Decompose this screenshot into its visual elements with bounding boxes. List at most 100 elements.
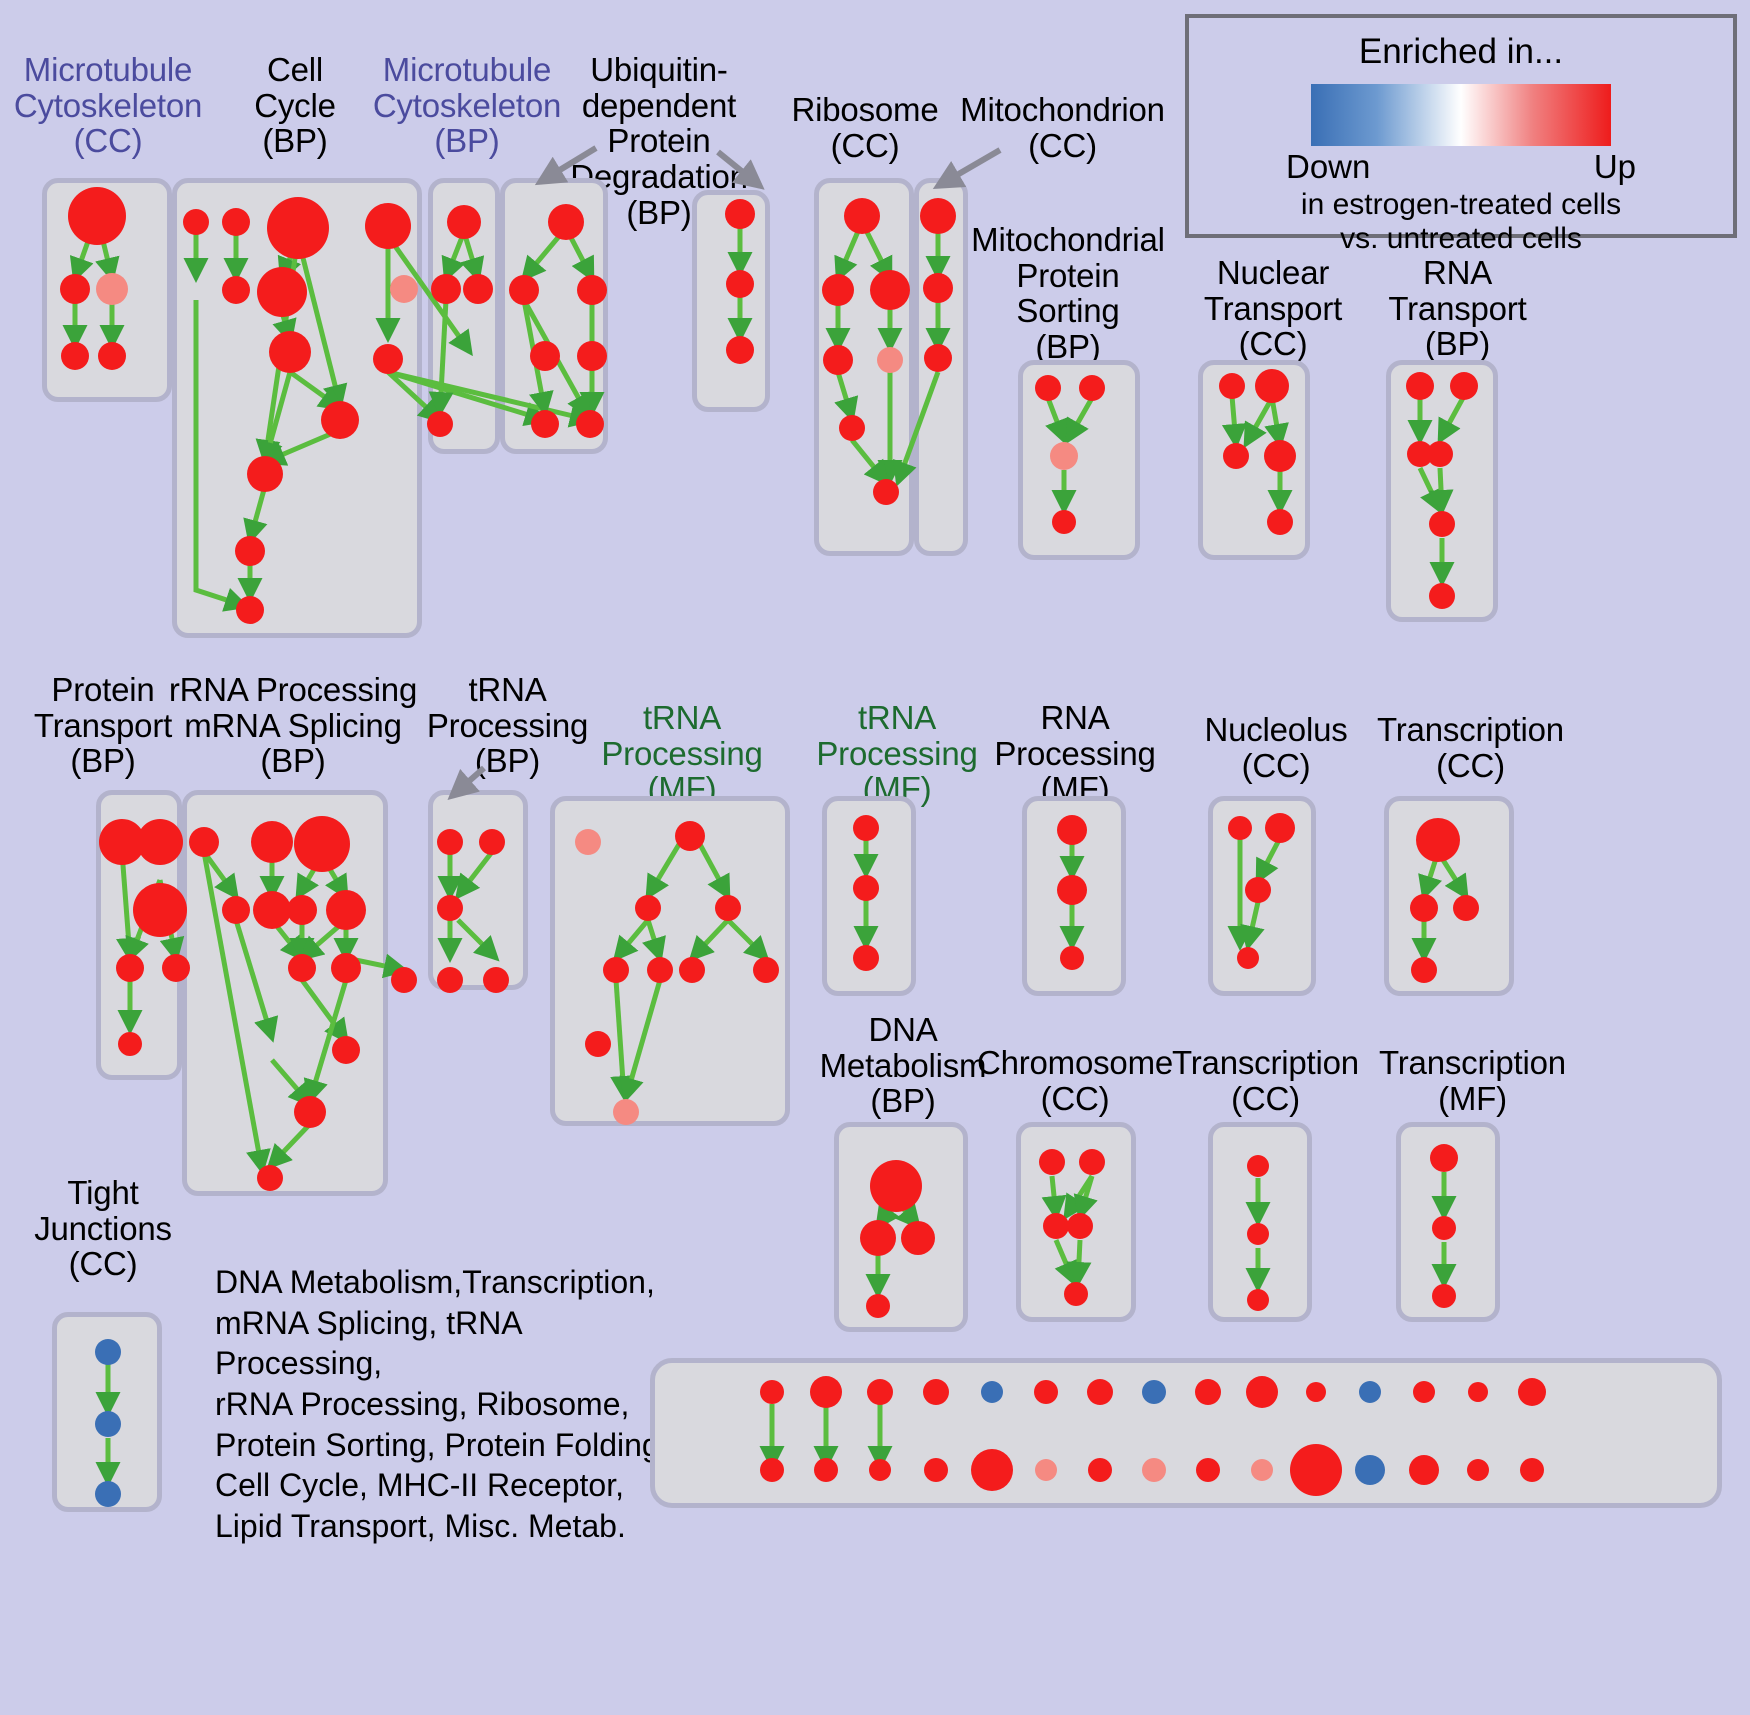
go-term-node[interactable]: [867, 1379, 893, 1405]
go-term-node[interactable]: [923, 273, 953, 303]
go-term-node[interactable]: [873, 479, 899, 505]
go-term-node[interactable]: [437, 829, 463, 855]
go-term-node[interactable]: [877, 347, 903, 373]
go-term-node[interactable]: [437, 895, 463, 921]
go-term-node[interactable]: [294, 1096, 326, 1128]
go-term-node[interactable]: [1410, 894, 1438, 922]
go-term-node[interactable]: [531, 410, 559, 438]
go-term-node[interactable]: [1453, 895, 1479, 921]
go-term-node[interactable]: [162, 954, 190, 982]
go-term-node[interactable]: [1057, 815, 1087, 845]
go-term-node[interactable]: [1450, 372, 1478, 400]
go-term-node[interactable]: [760, 1458, 784, 1482]
go-term-node[interactable]: [1195, 1379, 1221, 1405]
go-term-node[interactable]: [1359, 1381, 1381, 1403]
go-term-node[interactable]: [1079, 1149, 1105, 1175]
go-term-node[interactable]: [576, 410, 604, 438]
go-term-node[interactable]: [116, 954, 144, 982]
go-term-node[interactable]: [1416, 818, 1460, 862]
go-term-node[interactable]: [1223, 443, 1249, 469]
go-term-node[interactable]: [1406, 372, 1434, 400]
go-term-node[interactable]: [68, 187, 126, 245]
go-term-node[interactable]: [1039, 1149, 1065, 1175]
go-term-node[interactable]: [98, 342, 126, 370]
go-term-node[interactable]: [267, 197, 329, 259]
go-term-node[interactable]: [1429, 511, 1455, 537]
go-term-node[interactable]: [1245, 877, 1271, 903]
go-term-node[interactable]: [294, 816, 350, 872]
go-term-node[interactable]: [118, 1032, 142, 1056]
go-term-node[interactable]: [1432, 1284, 1456, 1308]
go-term-node[interactable]: [1142, 1458, 1166, 1482]
go-term-node[interactable]: [1518, 1378, 1546, 1406]
go-term-node[interactable]: [726, 336, 754, 364]
go-term-node[interactable]: [1246, 1376, 1278, 1408]
go-term-node[interactable]: [1267, 509, 1293, 535]
go-term-node[interactable]: [1467, 1459, 1489, 1481]
go-term-node[interactable]: [675, 821, 705, 851]
go-term-node[interactable]: [1520, 1458, 1544, 1482]
go-term-node[interactable]: [870, 1160, 922, 1212]
go-term-node[interactable]: [95, 1339, 121, 1365]
go-term-node[interactable]: [679, 957, 705, 983]
go-term-node[interactable]: [870, 270, 910, 310]
go-term-node[interactable]: [1247, 1223, 1269, 1245]
go-term-node[interactable]: [479, 829, 505, 855]
go-term-node[interactable]: [647, 957, 673, 983]
go-term-node[interactable]: [1355, 1455, 1385, 1485]
go-term-node[interactable]: [269, 331, 311, 373]
go-term-node[interactable]: [810, 1376, 842, 1408]
go-term-node[interactable]: [1060, 946, 1084, 970]
go-term-node[interactable]: [923, 1379, 949, 1405]
go-term-node[interactable]: [60, 274, 90, 304]
go-term-node[interactable]: [1468, 1382, 1488, 1402]
go-term-node[interactable]: [575, 829, 601, 855]
go-term-node[interactable]: [839, 415, 865, 441]
go-term-node[interactable]: [920, 198, 956, 234]
go-term-node[interactable]: [1251, 1459, 1273, 1481]
go-term-node[interactable]: [253, 891, 291, 929]
go-term-node[interactable]: [1430, 1144, 1458, 1172]
go-term-node[interactable]: [901, 1221, 935, 1255]
go-term-node[interactable]: [1411, 957, 1437, 983]
go-term-node[interactable]: [1050, 442, 1078, 470]
go-term-node[interactable]: [548, 204, 584, 240]
go-term-node[interactable]: [1035, 1459, 1057, 1481]
go-term-node[interactable]: [1409, 1455, 1439, 1485]
go-term-node[interactable]: [1035, 375, 1061, 401]
go-term-node[interactable]: [61, 342, 89, 370]
go-term-node[interactable]: [288, 954, 316, 982]
go-term-node[interactable]: [814, 1458, 838, 1482]
go-term-node[interactable]: [95, 1481, 121, 1507]
go-term-node[interactable]: [332, 1036, 360, 1064]
go-term-node[interactable]: [95, 1411, 121, 1437]
go-term-node[interactable]: [1247, 1289, 1269, 1311]
go-term-node[interactable]: [530, 341, 560, 371]
go-term-node[interactable]: [235, 536, 265, 566]
go-term-node[interactable]: [1264, 440, 1296, 472]
go-term-node[interactable]: [463, 274, 493, 304]
go-term-node[interactable]: [860, 1220, 896, 1256]
go-term-node[interactable]: [437, 967, 463, 993]
go-term-node[interactable]: [509, 275, 539, 305]
go-term-node[interactable]: [760, 1380, 784, 1404]
go-term-node[interactable]: [1255, 369, 1289, 403]
go-term-node[interactable]: [189, 827, 219, 857]
go-term-node[interactable]: [853, 815, 879, 841]
go-term-node[interactable]: [236, 596, 264, 624]
go-term-node[interactable]: [1087, 1379, 1113, 1405]
go-term-node[interactable]: [822, 274, 854, 306]
go-term-node[interactable]: [1196, 1458, 1220, 1482]
go-term-node[interactable]: [1043, 1213, 1069, 1239]
go-term-node[interactable]: [427, 411, 453, 437]
go-term-node[interactable]: [222, 896, 250, 924]
go-term-node[interactable]: [823, 345, 853, 375]
go-term-node[interactable]: [483, 967, 509, 993]
go-term-node[interactable]: [1237, 947, 1259, 969]
go-term-node[interactable]: [447, 205, 481, 239]
go-term-node[interactable]: [1432, 1216, 1456, 1240]
go-term-node[interactable]: [373, 344, 403, 374]
go-term-node[interactable]: [635, 895, 661, 921]
go-term-node[interactable]: [222, 276, 250, 304]
go-term-node[interactable]: [753, 957, 779, 983]
